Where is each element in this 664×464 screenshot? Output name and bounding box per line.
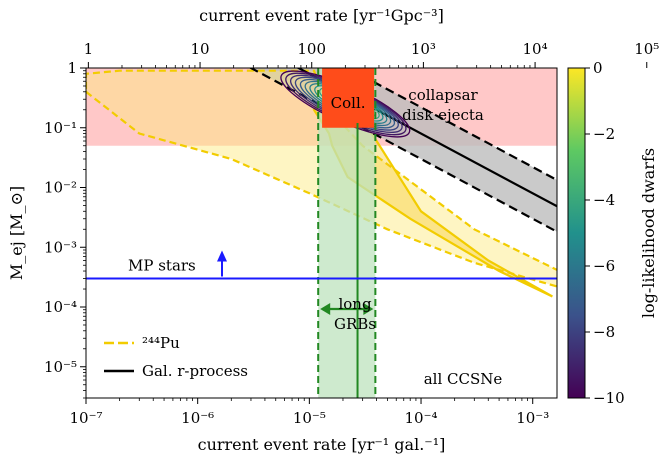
long-grbs-label: long [338, 295, 371, 313]
colorbar-label: log-likelihood dwarfs [639, 148, 658, 318]
y-tick-label: 10⁻² [44, 179, 77, 197]
mp-stars-label: MP stars [128, 256, 196, 274]
x-tick-label: 10⁻³ [516, 409, 549, 427]
collapsar-label: collapsar [408, 86, 478, 104]
axes: 10⁻⁷ 10⁻⁶ 10⁻⁵ 10⁻⁴ 10⁻³ current event rate [… [7, 6, 659, 454]
ccsne-label: all CCSNe [424, 370, 503, 388]
plot-frame [85, 67, 558, 399]
plot-area [86, 68, 638, 398]
colorbar: 0 −2 −4 −6 −8 −10 log-likelihood dwarfs [567, 59, 658, 407]
long-grbs-arrow-left [320, 303, 331, 315]
x2-tick-label: 10⁴ [523, 40, 548, 58]
colorbar-tick-label: −8 [593, 323, 615, 341]
x2-tick-label: 10³ [411, 40, 436, 58]
gal-rprocess-lower-line [248, 68, 557, 233]
long-grbs-label: GRBs [334, 315, 376, 333]
gal-rprocess-upper-line [345, 68, 557, 182]
mp-stars-arrow-head [217, 250, 227, 262]
y-tick-label: 10⁻¹ [44, 119, 77, 137]
x2-axis-label: current event rate [yr⁻¹Gpc⁻³] [199, 6, 444, 25]
x-tick-label: 10⁻⁴ [405, 409, 438, 427]
y-tick-label: 10⁻⁵ [44, 358, 77, 376]
x-tick-label: 10⁻⁶ [181, 409, 214, 427]
x2-tick-label: 1 [84, 40, 94, 58]
coll-label: Coll. [331, 94, 366, 112]
y-tick-label: 10⁻³ [44, 238, 77, 256]
plot-overlay: MP stars long GRBs collapsar disk ejecta Coll… [104, 86, 502, 388]
legend-pu244-label: ²⁴⁴Pu [142, 334, 180, 352]
x-tick-label: 10⁻⁷ [69, 409, 102, 427]
y-tick-label: 10⁻⁴ [44, 298, 77, 316]
colorbar-tick-label: −10 [593, 389, 625, 407]
colorbar-gradient [567, 67, 586, 399]
x2-tick-label: 10⁵ [634, 40, 659, 58]
y-axis-label: M_ej [M_⊙] [7, 186, 26, 280]
ccsne-band [618, 68, 638, 398]
x-axis-label: current event rate [yr⁻¹ gal.⁻¹] [198, 435, 446, 454]
colorbar-tick-label: −4 [593, 191, 615, 209]
long-grbs-arrow-right [363, 303, 374, 315]
colorbar-tick-label: 0 [593, 59, 603, 77]
colorbar-tick-label: −2 [593, 125, 615, 143]
legend-gal-rprocess-label: Gal. r-process [142, 362, 248, 380]
collapsar-label: disk ejecta [402, 106, 484, 124]
y-tick-label: 1 [67, 59, 77, 77]
x2-tick-label: 100 [297, 40, 326, 58]
coll-box [322, 68, 375, 128]
x2-tick-label: 10 [190, 40, 209, 58]
x-tick-label: 10⁻⁵ [293, 409, 326, 427]
colorbar-tick-label: −6 [593, 257, 615, 275]
